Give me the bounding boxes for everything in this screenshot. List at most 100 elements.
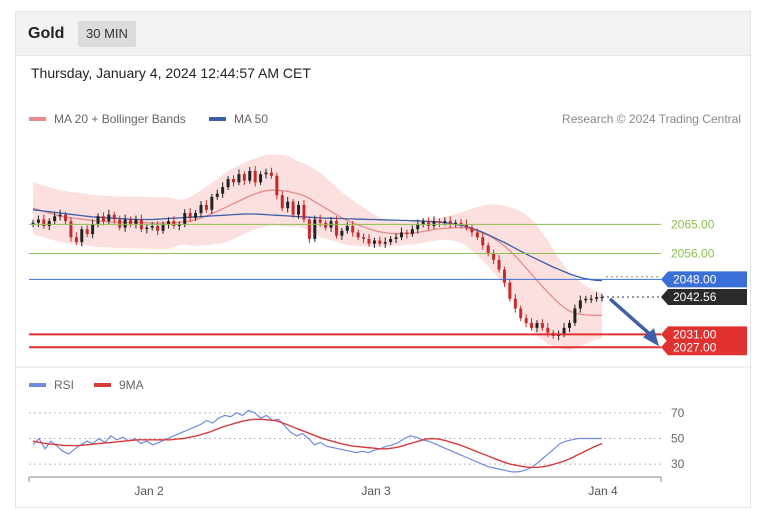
candle bbox=[221, 182, 225, 198]
candle-body bbox=[400, 232, 403, 238]
candle-body bbox=[36, 219, 40, 223]
candle bbox=[497, 255, 501, 273]
rsi-tick-70: 70 bbox=[671, 406, 685, 420]
candle-body bbox=[291, 201, 295, 215]
level-tag-text: 2027.00 bbox=[673, 340, 717, 354]
candle-body bbox=[237, 174, 241, 183]
candle bbox=[427, 217, 431, 231]
level-tag-text: 2031.00 bbox=[673, 327, 717, 341]
candle-body bbox=[177, 224, 181, 226]
candle bbox=[161, 221, 165, 234]
candle-body bbox=[508, 282, 512, 299]
time-tick-label: Jan 2 bbox=[134, 484, 164, 498]
candle-body bbox=[253, 170, 257, 183]
candle-body bbox=[470, 227, 474, 233]
candle bbox=[421, 218, 425, 228]
rsi-panel: 30 50 70 bbox=[29, 406, 685, 473]
candle bbox=[334, 216, 338, 239]
ma50-line bbox=[32, 209, 603, 282]
candle bbox=[134, 215, 138, 229]
candle bbox=[74, 232, 78, 246]
candle-body bbox=[475, 232, 479, 238]
candle bbox=[535, 320, 539, 333]
candle-body bbox=[210, 196, 214, 210]
candle-body bbox=[443, 221, 447, 223]
candle-body bbox=[318, 219, 322, 223]
candle bbox=[492, 249, 496, 265]
candle bbox=[53, 212, 57, 225]
candle-body bbox=[183, 213, 187, 225]
level-tag-bg bbox=[661, 288, 747, 305]
chart-datetime: Thursday, January 4, 2024 12:44:57 AM CE… bbox=[31, 65, 311, 81]
candle bbox=[454, 219, 458, 228]
candle bbox=[91, 219, 95, 239]
research-credit: Research © 2024 Trading Central bbox=[562, 112, 741, 126]
candle bbox=[156, 221, 160, 236]
level-tag-bg bbox=[661, 271, 747, 288]
candle-body bbox=[145, 227, 149, 230]
candle bbox=[394, 233, 398, 244]
candle bbox=[540, 319, 544, 331]
candle bbox=[101, 212, 105, 226]
candle-body bbox=[378, 240, 382, 244]
candle-body bbox=[334, 221, 338, 236]
candle bbox=[188, 208, 192, 223]
candle bbox=[356, 229, 360, 241]
candle-body bbox=[345, 225, 349, 231]
candle bbox=[204, 200, 208, 213]
candle bbox=[194, 210, 198, 221]
candle bbox=[524, 314, 528, 328]
candle-body bbox=[465, 224, 469, 228]
candle bbox=[302, 200, 306, 223]
candle-body bbox=[600, 296, 604, 299]
timeframe-badge[interactable]: 30 MIN bbox=[78, 21, 136, 47]
candle bbox=[232, 175, 235, 187]
candle-body bbox=[69, 221, 73, 238]
candle bbox=[36, 215, 40, 227]
candle-body bbox=[275, 175, 279, 196]
candle bbox=[123, 214, 127, 232]
candle-body bbox=[497, 259, 501, 270]
candle bbox=[470, 224, 474, 237]
candle bbox=[129, 216, 133, 228]
candle-body bbox=[562, 327, 566, 335]
candle-body bbox=[31, 222, 35, 225]
candle-body bbox=[58, 214, 62, 217]
candle-body bbox=[437, 221, 441, 223]
level-label-2065.00: 2065.00 bbox=[671, 217, 715, 231]
candle bbox=[367, 234, 371, 247]
candle-body bbox=[394, 237, 398, 239]
candle-body bbox=[42, 219, 46, 226]
forecast-arrow-shaft bbox=[608, 297, 652, 336]
candle-body bbox=[194, 213, 198, 218]
candle-body bbox=[85, 229, 89, 235]
candle bbox=[324, 219, 328, 231]
candle bbox=[307, 216, 311, 244]
symbol-title: Gold bbox=[28, 25, 65, 42]
candle-body bbox=[513, 298, 517, 309]
level-tag-text: 2048.00 bbox=[673, 272, 717, 286]
candle bbox=[584, 295, 588, 304]
candle-body bbox=[307, 219, 311, 239]
time-tick-label: Jan 3 bbox=[361, 484, 391, 498]
candle bbox=[362, 233, 366, 244]
candle bbox=[242, 171, 246, 185]
candle-body bbox=[578, 300, 582, 309]
candle-body bbox=[129, 219, 133, 225]
level-tag-2042.56: 2042.56 bbox=[661, 288, 747, 305]
candle bbox=[297, 201, 301, 219]
candle-body bbox=[351, 225, 355, 233]
candle bbox=[416, 219, 420, 234]
candle bbox=[465, 219, 469, 231]
candle-body bbox=[492, 253, 496, 260]
candle-body bbox=[172, 221, 176, 226]
candle-body bbox=[595, 297, 599, 299]
candle-body bbox=[524, 318, 528, 324]
candle-body bbox=[215, 193, 219, 197]
candle bbox=[172, 216, 176, 229]
level-tag-2027.00: 2027.00 bbox=[661, 339, 747, 356]
candle-body bbox=[91, 224, 95, 235]
candle bbox=[313, 215, 317, 242]
level-tag-2048.00: 2048.00 bbox=[661, 271, 747, 288]
candle bbox=[64, 211, 68, 225]
